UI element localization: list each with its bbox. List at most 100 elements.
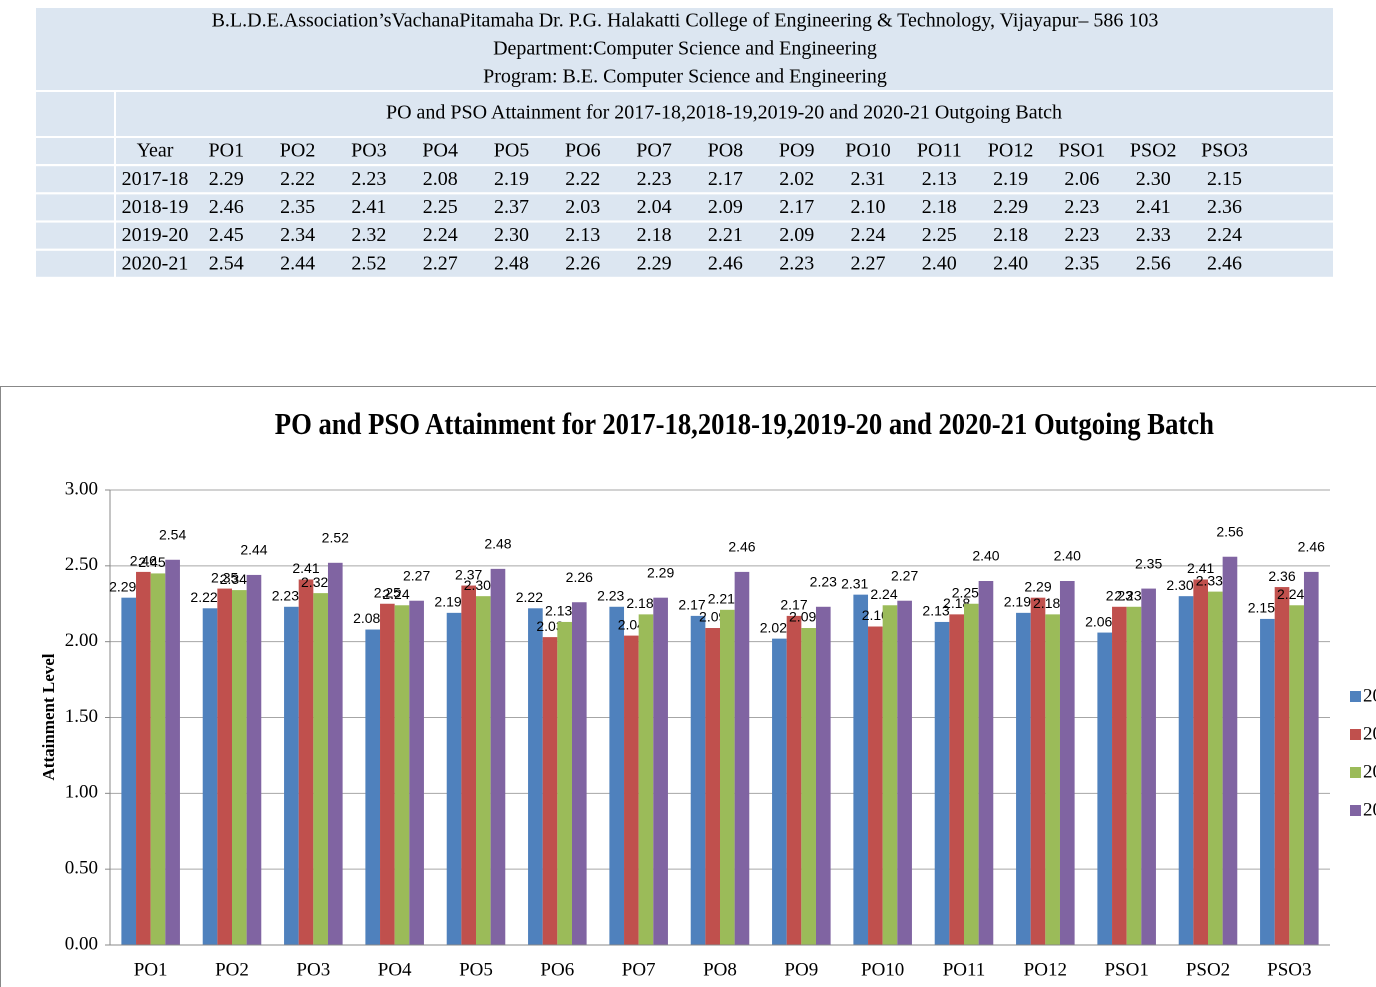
data-label: 2.23 — [810, 573, 837, 589]
data-label: 2.46 — [728, 539, 755, 555]
table-cell-text: 2.46 — [708, 252, 743, 274]
data-label: 2.26 — [566, 569, 593, 585]
bar — [1193, 579, 1208, 945]
table-cell-text: 2.03 — [565, 196, 600, 218]
table-cell-text: 2.29 — [993, 196, 1028, 218]
bar — [978, 581, 994, 945]
bar — [1260, 618, 1275, 945]
data-label: 2.45 — [138, 554, 165, 570]
table-cell-text: 2.32 — [351, 224, 386, 246]
data-label: 2.24 — [870, 586, 897, 602]
column-header: PSO2 — [1130, 140, 1177, 162]
table-cell-text: 2.46 — [209, 196, 244, 218]
y-tick-label: 0.50 — [65, 858, 98, 879]
data-label: 2.36 — [1268, 568, 1295, 584]
y-tick-label: 2.00 — [65, 630, 98, 651]
table-cell — [36, 138, 114, 164]
table-cell-text: 2.19 — [993, 168, 1028, 190]
bar — [1289, 605, 1304, 945]
table-cell-text: 2.23 — [351, 168, 386, 190]
table-cell-text: 2.37 — [494, 196, 529, 218]
legend-label: 2018-19 — [1363, 723, 1376, 744]
table-cell-text: 2.31 — [851, 168, 886, 190]
column-header: PSO3 — [1201, 140, 1248, 162]
table-cell-text: 2.54 — [209, 252, 244, 274]
bar — [964, 603, 979, 945]
header-band — [36, 8, 1333, 90]
header-line: Department:Computer Science and Engineer… — [493, 38, 877, 60]
table-caption-cell — [116, 92, 1333, 136]
table-cell-text: 2.13 — [922, 168, 957, 190]
bar — [165, 559, 180, 945]
data-label: 2.35 — [1135, 555, 1162, 571]
bar — [461, 585, 476, 945]
table-cell-text: 2.18 — [637, 224, 672, 246]
data-label: 2.08 — [353, 610, 380, 626]
data-label: 2.32 — [301, 574, 328, 590]
table-cell-text: 2.23 — [637, 168, 672, 190]
data-label: 2.23 — [597, 587, 624, 603]
column-header: PO11 — [917, 140, 962, 162]
bar — [232, 590, 247, 945]
data-label: 2.06 — [1085, 613, 1112, 629]
table-row — [116, 222, 1333, 249]
bar — [934, 621, 950, 945]
table-cell-text: 2.33 — [1136, 224, 1171, 246]
data-label: 2.52 — [322, 530, 349, 546]
table-cell-text: 2.40 — [922, 252, 957, 274]
data-label: 2.13 — [922, 603, 949, 619]
data-label: 2.22 — [516, 589, 543, 605]
data-label: 2.35 — [211, 569, 238, 585]
table-row — [116, 194, 1333, 221]
bar — [1059, 581, 1075, 945]
column-header: PO1 — [209, 140, 245, 162]
bar — [490, 568, 506, 945]
column-header: PO8 — [708, 140, 744, 162]
data-label: 2.19 — [1004, 594, 1031, 610]
data-label: 2.21 — [708, 591, 735, 607]
data-label: 2.33 — [1196, 572, 1223, 588]
table-cell-text: 2.22 — [280, 168, 315, 190]
bar — [217, 588, 232, 945]
y-tick-label: 1.00 — [65, 782, 98, 803]
table-cell-text: 2.17 — [708, 168, 743, 190]
data-label: 2.37 — [455, 566, 482, 582]
column-header: PO5 — [494, 140, 530, 162]
table-cell-text: 2.52 — [351, 252, 386, 274]
table-row — [116, 250, 1333, 277]
table-cell — [36, 194, 114, 221]
chart-frame — [0, 386, 1376, 987]
bar — [327, 562, 343, 945]
bar — [638, 614, 654, 945]
header-line: Program: B.E. Computer Science and Engin… — [483, 66, 887, 88]
data-label: 2.19 — [434, 594, 461, 610]
table-cell-text: 2.04 — [637, 196, 672, 218]
legend-swatch — [1350, 805, 1361, 816]
bar — [394, 605, 410, 945]
data-label: 2.31 — [841, 575, 868, 591]
table-cell-text: 2.19 — [494, 168, 529, 190]
data-label: 2.24 — [382, 586, 409, 602]
bar — [720, 609, 735, 945]
table-cell-text: 2.22 — [565, 168, 600, 190]
bar — [853, 594, 869, 945]
data-label: 2.25 — [374, 584, 401, 600]
column-header: PO4 — [422, 140, 458, 162]
x-tick-label: PO10 — [861, 959, 904, 980]
data-label: 2.29 — [1024, 578, 1051, 594]
table-cell-text: 2.25 — [423, 196, 458, 218]
data-label: 2.29 — [647, 564, 674, 580]
bar — [786, 615, 802, 945]
legend-swatch — [1350, 691, 1361, 702]
table-cell-text: 2.34 — [280, 224, 315, 246]
table-cell-text: 2.41 — [1136, 196, 1171, 218]
bar — [136, 571, 151, 945]
y-tick-label: 2.50 — [65, 554, 98, 575]
x-tick-label: PO6 — [540, 959, 574, 980]
data-label: 2.13 — [545, 603, 572, 619]
data-label: 2.17 — [678, 597, 705, 613]
table-row — [116, 138, 1333, 164]
bar — [1126, 606, 1142, 945]
